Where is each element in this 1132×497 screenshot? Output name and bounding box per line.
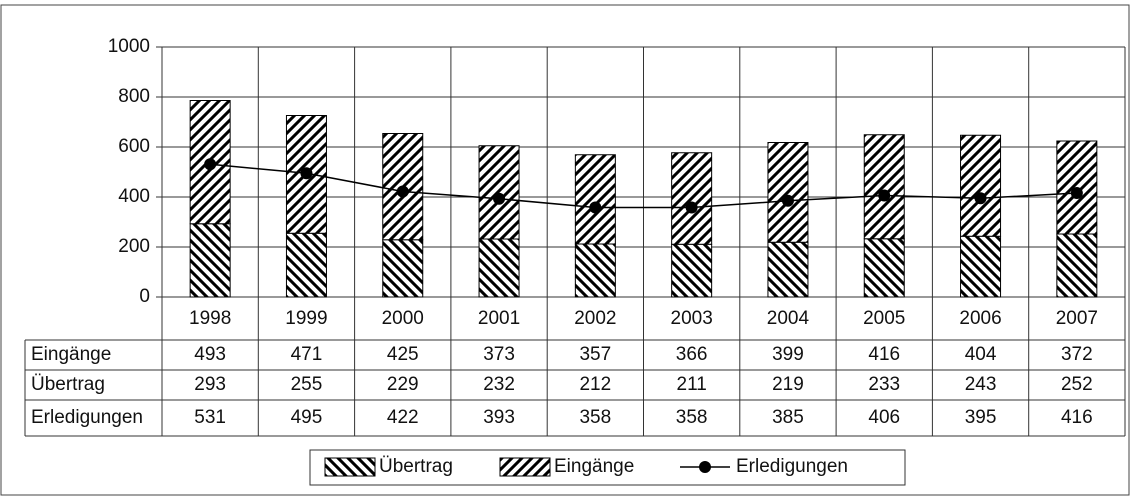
table-cell: 243 (965, 374, 997, 395)
legend-swatch (499, 457, 551, 477)
y-tick-label: 200 (118, 236, 150, 257)
legend-swatch (324, 457, 376, 477)
point (781, 194, 794, 207)
legend-dot (699, 461, 711, 473)
y-tick-label: 1000 (108, 36, 150, 57)
table-cell: 395 (965, 407, 997, 428)
table-cell: 219 (772, 374, 804, 395)
bar (1056, 233, 1098, 298)
table-cell: 404 (965, 344, 997, 365)
table-cell: 229 (387, 374, 419, 395)
point (1070, 187, 1083, 199)
table-cell: 293 (194, 374, 226, 395)
table-cell: 399 (772, 344, 804, 365)
table-cell: 493 (194, 344, 226, 365)
bar (285, 232, 327, 298)
bar (767, 142, 809, 243)
x-tick-label: 2004 (767, 308, 810, 329)
bar (478, 145, 520, 240)
point (589, 201, 602, 214)
table-cell: 372 (1061, 344, 1093, 365)
table-cell: 406 (868, 407, 900, 428)
x-tick-label: 2000 (382, 308, 424, 329)
table-cell: 233 (868, 374, 900, 395)
table-cell: 212 (579, 374, 611, 395)
table-cell: 366 (676, 344, 708, 365)
point (396, 185, 409, 198)
bar (671, 152, 713, 245)
row-label: Erledigungen (31, 407, 143, 428)
point (878, 189, 891, 202)
legend-box (309, 449, 906, 486)
y-tick-label: 400 (118, 186, 150, 207)
table-cell: 495 (291, 407, 323, 428)
point (204, 158, 217, 171)
table-cell: 393 (483, 407, 515, 428)
y-tick-label: 0 (139, 286, 150, 307)
table-cell: 252 (1061, 374, 1093, 395)
bar (574, 154, 616, 245)
table-cell: 422 (387, 407, 419, 428)
x-tick-label: 2006 (959, 308, 1001, 329)
table-cell: 211 (677, 374, 707, 395)
legend-label: Eingänge (554, 456, 634, 477)
bar (382, 239, 424, 298)
table-cell: 358 (579, 407, 611, 428)
legend-label: Erledigungen (736, 456, 848, 477)
bar (478, 238, 520, 298)
table-cell: 416 (868, 344, 900, 365)
table-cell: 531 (194, 407, 226, 428)
table-cell: 255 (291, 374, 323, 395)
bar (189, 223, 231, 298)
x-tick-label: 2005 (863, 308, 905, 329)
table-cell: 357 (579, 344, 611, 365)
table-cell: 425 (387, 344, 419, 365)
x-tick-label: 2002 (574, 308, 616, 329)
bar (863, 134, 905, 240)
table-cell: 471 (291, 344, 323, 365)
frame (0, 4, 1130, 496)
point (685, 201, 698, 214)
table-cell: 385 (772, 407, 804, 428)
bar (574, 243, 616, 298)
table-cell: 416 (1061, 407, 1093, 428)
legend-label: Übertrag (379, 456, 453, 477)
bar (960, 235, 1002, 298)
point (300, 167, 313, 180)
bar (671, 243, 713, 298)
table-cell: 373 (483, 344, 515, 365)
x-tick-label: 2003 (671, 308, 713, 329)
y-tick-label: 600 (118, 136, 150, 157)
row-label: Eingänge (31, 344, 111, 365)
point (493, 192, 506, 205)
y-tick-label: 800 (118, 86, 150, 107)
x-tick-label: 1998 (189, 308, 231, 329)
bar (863, 238, 905, 298)
bar (960, 134, 1002, 237)
table-cell: 358 (676, 407, 708, 428)
table-cell: 232 (483, 374, 515, 395)
x-tick-label: 2007 (1056, 308, 1098, 329)
point (974, 192, 987, 205)
x-tick-label: 1999 (285, 308, 327, 329)
line (210, 163, 1077, 209)
x-tick-label: 2001 (478, 308, 520, 329)
bar (767, 241, 809, 298)
row-label: Übertrag (31, 374, 105, 395)
